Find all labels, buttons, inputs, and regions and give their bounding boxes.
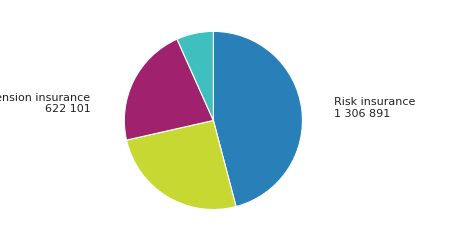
Text: Individual pension insurance
622 101: Individual pension insurance 622 101 — [0, 92, 90, 114]
Text: Risk insurance
1 306 891: Risk insurance 1 306 891 — [334, 97, 415, 118]
Wedge shape — [213, 32, 302, 207]
Wedge shape — [177, 32, 213, 121]
Wedge shape — [127, 121, 236, 210]
Wedge shape — [124, 40, 213, 141]
